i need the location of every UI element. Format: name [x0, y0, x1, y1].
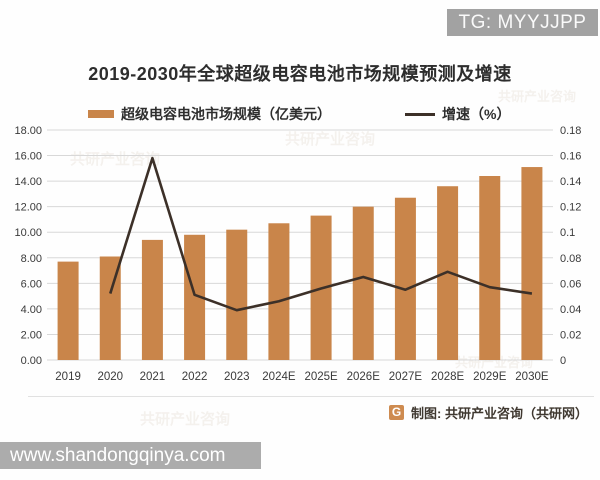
- x-axis-label-2026E: 2026E: [347, 371, 381, 383]
- chart-credit: G 制图: 共研产业咨询（共研网）: [389, 402, 588, 422]
- left-axis-tick-label: 14.00: [14, 176, 42, 188]
- x-axis-label-2023: 2023: [224, 371, 250, 383]
- x-axis-label-2021: 2021: [140, 371, 166, 383]
- right-axis-tick-label: 0.16: [560, 151, 581, 163]
- right-axis-tick-label: 0.18: [560, 125, 581, 137]
- tg-contact-badge: TG: MYYJJPP: [447, 9, 598, 36]
- x-axis-label-2024E: 2024E: [262, 371, 296, 383]
- legend-item-growth-rate: 增速（%）: [405, 104, 510, 124]
- bar-2022: [184, 234, 206, 360]
- right-axis-tick-label: 0.14: [560, 176, 581, 188]
- website-url-bar: www.shandongqinya.com: [0, 442, 261, 469]
- x-axis-label-2020: 2020: [97, 371, 123, 383]
- bar-series-swatch: [88, 110, 114, 118]
- watermark: 共研产业咨询: [140, 411, 231, 428]
- right-axis-tick-label: 0.08: [560, 253, 581, 265]
- bar-2026E: [352, 206, 374, 360]
- bar-2024E: [268, 223, 290, 360]
- right-axis-tick-label: 0: [560, 355, 566, 367]
- market-size-growth-chart: 0.00 0 2.00 0.02 4.00 0.04 6.00 0.06 8.00 0.08 10.…: [0, 122, 600, 390]
- legend-item-market-size: 超级电容电池市场规模（亿美元）: [88, 104, 331, 124]
- bar-2023: [226, 229, 248, 360]
- left-axis-tick-label: 8.00: [21, 253, 42, 265]
- left-axis-tick-label: 10.00: [14, 227, 42, 239]
- left-axis-tick-label: 0.00: [21, 355, 42, 367]
- x-axis-label-2029E: 2029E: [473, 371, 507, 383]
- credit-text: 制图: 共研产业咨询（共研网）: [411, 405, 588, 421]
- x-axis-label-2022: 2022: [182, 371, 208, 383]
- left-axis-tick-label: 16.00: [14, 151, 42, 163]
- right-axis-tick-label: 0.04: [560, 304, 581, 316]
- left-axis-tick-label: 18.00: [14, 125, 42, 137]
- right-axis-tick-label: 0.02: [560, 329, 581, 341]
- bar-2027E: [394, 197, 416, 360]
- bar-2029E: [479, 176, 501, 360]
- x-axis-label-2025E: 2025E: [304, 371, 338, 383]
- x-axis-label-2027E: 2027E: [389, 371, 423, 383]
- bar-2030E: [521, 167, 543, 360]
- legend-label-growth-rate: 增速（%）: [442, 106, 511, 122]
- bar-2019: [57, 261, 79, 360]
- left-axis-tick-label: 2.00: [21, 329, 42, 341]
- right-axis-tick-label: 0.12: [560, 202, 581, 214]
- divider-line: [28, 396, 594, 397]
- line-series-swatch: [405, 112, 435, 116]
- growth-rate-line: [109, 156, 533, 312]
- chart-title: 2019-2030年全球超级电容电池市场规模预测及增速: [88, 64, 512, 84]
- x-axis-label-2030E: 2030E: [515, 371, 549, 383]
- x-axis-label-2019: 2019: [55, 371, 81, 383]
- legend-label-market-size: 超级电容电池市场规模（亿美元）: [121, 106, 331, 122]
- watermark: 共研产业咨询: [498, 89, 577, 104]
- left-axis-tick-label: 12.00: [14, 202, 42, 214]
- left-axis-tick-label: 6.00: [21, 278, 42, 290]
- x-axis-label-2028E: 2028E: [431, 371, 465, 383]
- right-axis-tick-label: 0.06: [560, 278, 581, 290]
- chart-legend: 超级电容电池市场规模（亿美元） 增速（%）: [0, 104, 600, 124]
- left-axis-tick-label: 4.00: [21, 304, 42, 316]
- bar-2021: [141, 239, 163, 360]
- bar-2020: [99, 256, 121, 360]
- gongyan-logo-icon: G: [389, 404, 405, 420]
- right-axis-tick-label: 0.1: [560, 227, 575, 239]
